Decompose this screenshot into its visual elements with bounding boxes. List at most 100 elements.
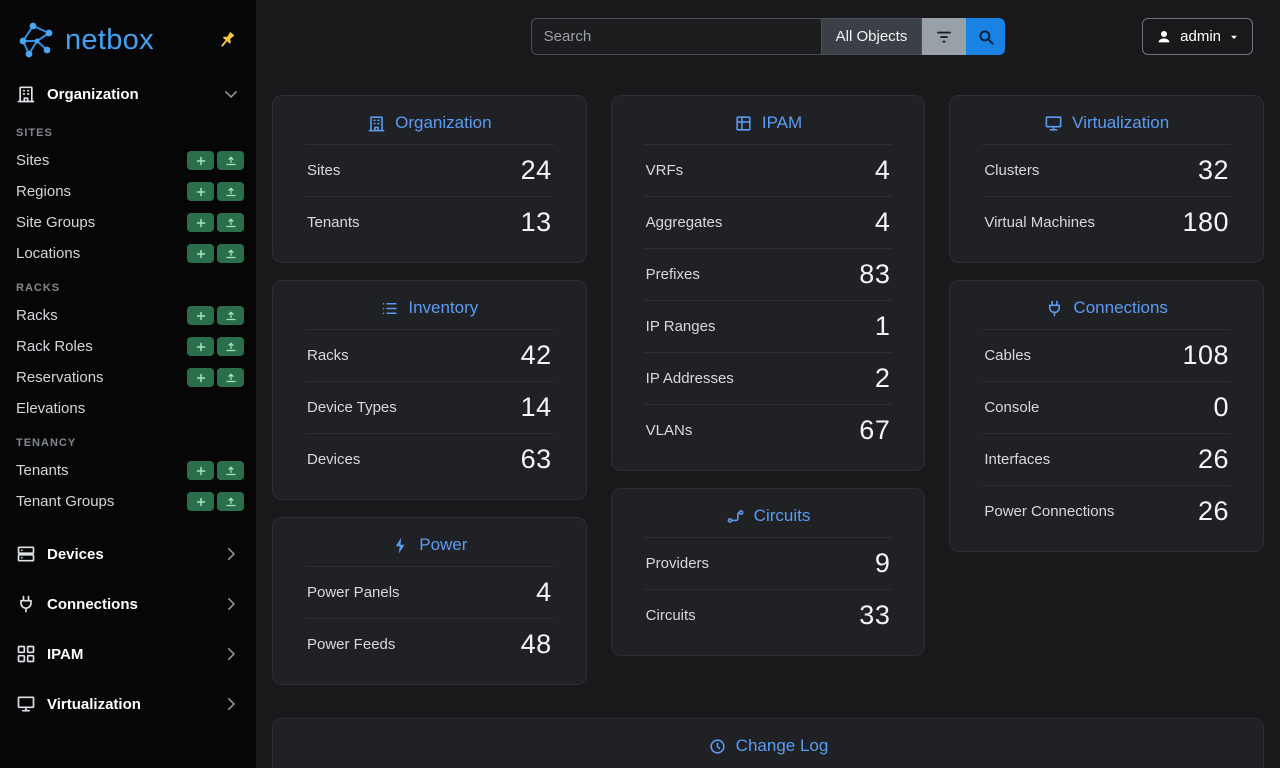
stat-label[interactable]: Devices — [307, 451, 361, 468]
stat-label[interactable]: VLANs — [645, 422, 693, 439]
import-button[interactable] — [217, 492, 244, 511]
dashboard-column-1: Organization Sites 24 Tenants 13 Invento… — [272, 95, 587, 685]
import-button[interactable] — [217, 213, 244, 232]
sidebar-link[interactable]: Locations — [16, 245, 81, 262]
circuits-card-title[interactable]: Circuits — [644, 491, 893, 537]
stat-label[interactable]: Virtual Machines — [984, 214, 1095, 231]
inventory-card-title[interactable]: Inventory — [305, 283, 554, 329]
search-input[interactable] — [530, 18, 822, 55]
virtualization-card-title[interactable]: Virtualization — [982, 98, 1231, 144]
import-button[interactable] — [217, 461, 244, 480]
stat-row: VLANs 67 — [643, 404, 893, 456]
stat-row: Providers 9 — [643, 537, 893, 589]
stat-label[interactable]: Power Panels — [307, 584, 400, 601]
pin-sidebar-button[interactable] — [216, 28, 240, 52]
stat-value: 4 — [874, 155, 891, 185]
import-button[interactable] — [217, 306, 244, 325]
stat-row: Power Feeds 48 — [305, 618, 554, 670]
sidebar-menu-virtualization[interactable]: Virtualization — [0, 679, 256, 729]
import-button[interactable] — [217, 337, 244, 356]
connections-card-title[interactable]: Connections — [982, 283, 1231, 329]
change-log-card-title[interactable]: Change Log — [305, 721, 1231, 767]
stat-label[interactable]: VRFs — [645, 162, 684, 179]
sidebar-link[interactable]: Rack Roles — [16, 338, 93, 355]
sidebar-link[interactable]: Reservations — [16, 369, 104, 386]
sidebar-link[interactable]: Elevations — [16, 400, 86, 417]
stat-label[interactable]: Power Feeds — [307, 636, 396, 653]
stat-value: 9 — [874, 548, 891, 578]
sidebar-link[interactable]: Tenants — [16, 462, 69, 479]
stat-label[interactable]: Console — [984, 399, 1040, 416]
stat-row: IP Ranges 1 — [643, 300, 893, 352]
sidebar-collapsed-menus: Devices Connections IPAM Virtualization — [0, 529, 256, 729]
sidebar-menu-ipam[interactable]: IPAM — [0, 629, 256, 679]
power-card: Power Power Panels 4 Power Feeds 48 — [272, 517, 587, 685]
chevron-right-icon — [228, 598, 235, 610]
main-content: All Objects admin Organiz — [256, 0, 1280, 768]
stat-row: Racks 42 — [305, 329, 554, 381]
import-button[interactable] — [217, 151, 244, 170]
add-button[interactable] — [187, 182, 214, 201]
add-button[interactable] — [187, 213, 214, 232]
stat-label[interactable]: Device Types — [307, 399, 397, 416]
add-button[interactable] — [187, 244, 214, 263]
power-card-title[interactable]: Power — [305, 520, 554, 566]
sidebar-header: netbox — [0, 0, 256, 74]
stat-row: Power Connections 26 — [982, 485, 1232, 537]
add-button[interactable] — [187, 368, 214, 387]
sidebar-item-racks: Racks — [0, 300, 256, 331]
link-actions — [184, 244, 244, 263]
sidebar-item-reservations: Reservations — [0, 362, 256, 393]
sidebar-menu-connections[interactable]: Connections — [0, 579, 256, 629]
sidebar-link[interactable]: Regions — [16, 183, 72, 200]
stat-value: 13 — [520, 207, 552, 237]
stat-label[interactable]: Circuits — [645, 607, 696, 624]
stat-row: Tenants 13 — [305, 196, 554, 248]
sidebar-menu-organization[interactable]: Organization — [0, 74, 256, 114]
sidebar-link[interactable]: Site Groups — [16, 214, 96, 231]
import-button[interactable] — [217, 244, 244, 263]
stat-label[interactable]: Racks — [307, 347, 349, 364]
search-scope-button[interactable]: All Objects — [821, 18, 923, 55]
ipam-card-title[interactable]: IPAM — [644, 98, 893, 144]
stat-label[interactable]: Clusters — [984, 162, 1040, 179]
stat-label[interactable]: Power Connections — [984, 503, 1115, 520]
user-menu-button[interactable]: admin — [1142, 18, 1253, 55]
add-button[interactable] — [187, 492, 214, 511]
devices-icon — [17, 546, 35, 562]
stat-label[interactable]: Interfaces — [984, 451, 1051, 468]
stat-row: VRFs 4 — [643, 144, 893, 196]
stat-label[interactable]: Sites — [307, 162, 341, 179]
stat-label[interactable]: Tenants — [307, 214, 360, 231]
topbar: All Objects admin — [256, 0, 1280, 55]
stat-label[interactable]: IP Addresses — [645, 370, 734, 387]
import-button[interactable] — [217, 368, 244, 387]
netbox-wordmark: netbox — [65, 23, 154, 56]
ipam-card: IPAM VRFs 4 Aggregates 4 Prefixes 83 — [610, 95, 926, 471]
organization-card-title[interactable]: Organization — [305, 98, 554, 144]
stat-row: Clusters 32 — [982, 144, 1232, 196]
stat-label[interactable]: Prefixes — [645, 266, 700, 283]
netbox-logo[interactable]: netbox — [16, 20, 154, 60]
stat-label[interactable]: Cables — [984, 347, 1032, 364]
card-title-text: Circuits — [753, 506, 811, 525]
add-button[interactable] — [187, 337, 214, 356]
add-button[interactable] — [187, 306, 214, 325]
stat-value: 42 — [520, 340, 552, 370]
sidebar-link[interactable]: Racks — [16, 307, 58, 324]
stat-label[interactable]: Providers — [645, 555, 710, 572]
filter-button[interactable] — [922, 18, 967, 55]
stat-label[interactable]: Aggregates — [645, 214, 723, 231]
link-actions — [184, 337, 244, 356]
sidebar-link[interactable]: Tenant Groups — [16, 493, 115, 510]
add-button[interactable] — [187, 151, 214, 170]
history-icon — [710, 738, 725, 754]
search-submit-button[interactable] — [966, 18, 1006, 55]
import-button[interactable] — [217, 182, 244, 201]
lightning-icon — [395, 537, 405, 553]
stat-label[interactable]: IP Ranges — [645, 318, 716, 335]
stat-value: 48 — [520, 629, 552, 659]
add-button[interactable] — [187, 461, 214, 480]
sidebar-menu-devices[interactable]: Devices — [0, 529, 256, 579]
sidebar-link[interactable]: Sites — [16, 152, 50, 169]
